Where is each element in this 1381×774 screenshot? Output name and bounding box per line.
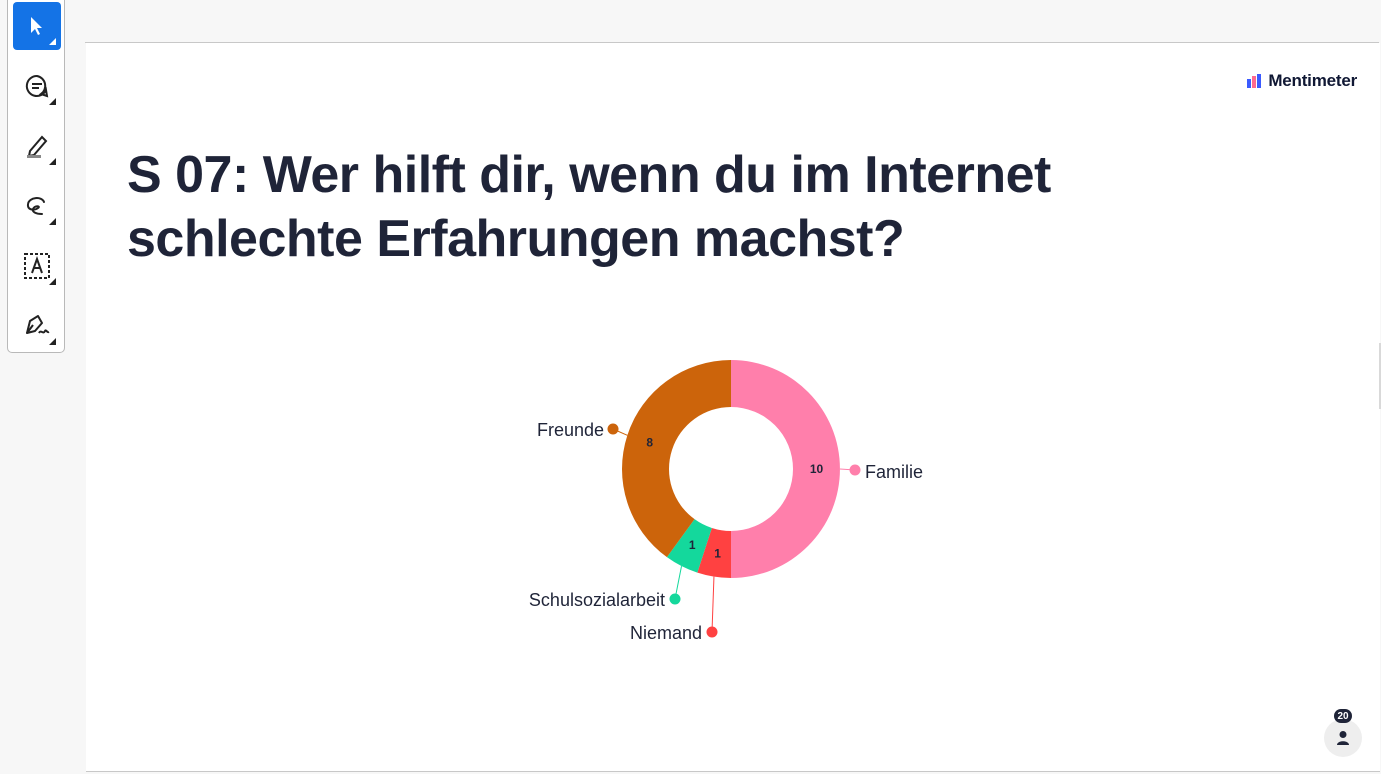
donut-slice-freunde <box>622 360 731 558</box>
category-label-familie: Familie <box>865 462 923 482</box>
scroll-edge <box>1379 343 1381 409</box>
category-label-schulsozialarbeit: Schulsozialarbeit <box>529 590 665 610</box>
donut-slice-schulsozialarbeit <box>666 519 712 573</box>
submenu-corner-icon <box>49 38 56 45</box>
legend-dot <box>849 464 861 476</box>
participants-count-badge: 20 <box>1334 709 1352 723</box>
signature-icon <box>26 315 50 334</box>
submenu-corner-icon <box>49 98 56 105</box>
donut-slice-niemand <box>697 527 731 578</box>
legend-dot <box>607 423 619 435</box>
logo-text: Mentimeter <box>1268 71 1357 90</box>
sign-tool-button[interactable] <box>13 302 61 350</box>
category-label-freunde: Freunde <box>537 420 604 440</box>
leader-line <box>674 566 683 600</box>
person-icon <box>1337 731 1349 745</box>
highlight-tool-button[interactable] <box>13 122 61 170</box>
slice-value-label: 1 <box>689 538 696 552</box>
legend-dot <box>706 626 718 638</box>
submenu-corner-icon <box>49 158 56 165</box>
slice-value-label: 1 <box>714 546 721 560</box>
slice-value-label: 10 <box>810 462 824 476</box>
presentation-slide: Mentimeter S 07: Wer hilft dir, wenn du … <box>86 43 1380 772</box>
submenu-corner-icon <box>49 218 56 225</box>
submenu-corner-icon <box>49 278 56 285</box>
category-label-niemand: Niemand <box>630 623 702 643</box>
participants-button[interactable] <box>1324 719 1362 757</box>
leader-line <box>711 576 715 633</box>
pointer-icon <box>31 17 42 35</box>
mentimeter-logo-icon <box>1247 74 1262 88</box>
freehand-icon <box>26 197 45 215</box>
slice-value-label: 8 <box>646 436 653 450</box>
text-box-icon <box>24 253 50 279</box>
top-bar <box>85 0 1379 43</box>
donut-chart: 10 Familie 1 Niemand 1 Schulsozialarbeit 8 Freu… <box>529 360 923 643</box>
select-tool-button[interactable] <box>13 2 61 50</box>
mentimeter-logo: Mentimeter <box>1247 71 1357 91</box>
text-box-tool-button[interactable] <box>13 242 61 290</box>
legend-dot <box>669 593 681 605</box>
donut-slice-familie <box>731 360 840 578</box>
comment-icon <box>25 74 49 98</box>
highlighter-icon <box>27 135 48 158</box>
slide-title: S 07: Wer hilft dir, wenn du im Internet… <box>127 146 1051 268</box>
draw-tool-button[interactable] <box>13 182 61 230</box>
annotation-toolbar <box>7 0 65 353</box>
comment-tool-button[interactable] <box>13 62 61 110</box>
submenu-corner-icon <box>49 338 56 345</box>
